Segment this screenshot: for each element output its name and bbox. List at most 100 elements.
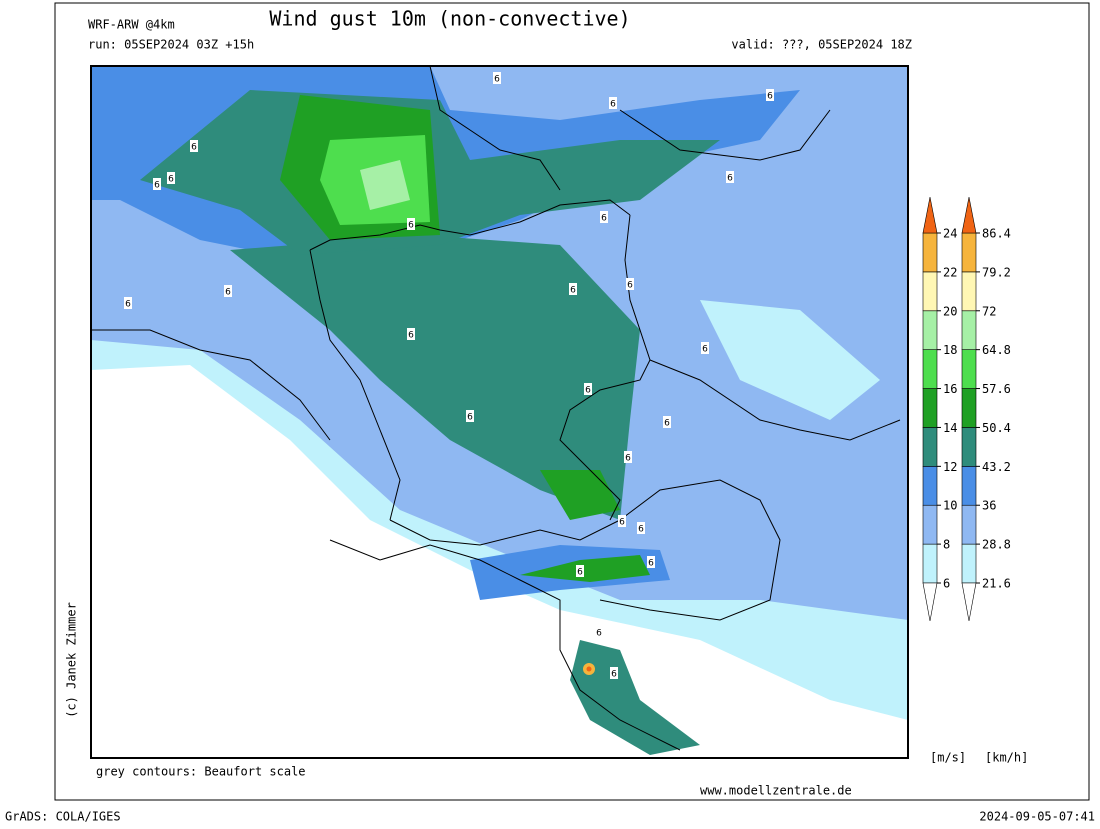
colorbar-under <box>922 582 938 622</box>
contour-label: 6 <box>225 288 231 298</box>
contour-label: 6 <box>702 345 708 355</box>
contour-label: 6 <box>596 629 602 639</box>
model-label: WRF-ARW @4km <box>88 18 175 32</box>
contour-label: 6 <box>570 286 576 296</box>
colorbar: 6 8 10 12 14 16 18 20 22 24 21.6 28.8 36 43.2 50.4 57.6… <box>922 196 1011 622</box>
contour-label-box <box>618 515 626 527</box>
border <box>649 359 901 441</box>
valid-label: valid: ???, 05SEP2024 18Z <box>731 38 912 52</box>
run-label: run: 05SEP2024 03Z +15h <box>88 38 254 52</box>
border <box>599 479 781 621</box>
contour-label-box <box>600 211 608 223</box>
colorbar-band <box>961 388 977 428</box>
colorbar-band <box>922 349 938 389</box>
colorbar-tick-label: 6 <box>943 577 950 591</box>
contour-label-box <box>466 410 474 422</box>
contour-label: 6 <box>577 568 583 578</box>
colorbar-band <box>961 232 977 273</box>
contour-label-box <box>167 172 175 184</box>
colorbar-tick-label: 14 <box>943 421 957 435</box>
contour-label: 6 <box>767 92 773 102</box>
colorbar-tick-label: 28.8 <box>982 538 1011 552</box>
contour-label-box <box>407 218 415 230</box>
colorbar-band <box>961 271 977 312</box>
colorbar-tick-label: 24 <box>943 227 957 241</box>
light-area <box>700 300 880 420</box>
colorbar-tick-label: 8 <box>943 538 950 552</box>
border <box>329 539 681 751</box>
colorbar-tick-label: 57.6 <box>982 382 1011 396</box>
outer-frame <box>54 2 1090 801</box>
colorbar-tick-label: 36 <box>982 499 996 513</box>
colorbar-tick-label: 21.6 <box>982 577 1011 591</box>
colorbar-tick-label: 12 <box>943 460 957 474</box>
coastline <box>309 199 631 251</box>
contour-label-box <box>124 297 132 309</box>
contour-label: 6 <box>619 518 625 528</box>
colorbar-band <box>922 504 938 545</box>
colorbar-band <box>961 310 977 350</box>
contour-label-box <box>407 328 415 340</box>
colorbar-tick-label: 79.2 <box>982 265 1011 279</box>
colorbar-tick-label: 22 <box>943 265 957 279</box>
ms-unit: [m/s] <box>930 751 966 765</box>
contour-label: 6 <box>611 670 617 680</box>
coastline <box>429 66 561 191</box>
green-area <box>520 555 650 582</box>
border <box>91 329 331 441</box>
colorbar-band <box>922 543 938 584</box>
colorbar-tick-label: 16 <box>943 382 957 396</box>
contour-label: 6 <box>648 559 654 569</box>
colorbar-band <box>922 466 938 506</box>
contour-label-box <box>595 626 603 638</box>
colorbar-tick-label: 43.2 <box>982 460 1011 474</box>
contour-label: 6 <box>154 181 160 191</box>
map-frame <box>90 65 909 759</box>
contour-label-box <box>701 342 709 354</box>
contour-label-box <box>726 171 734 183</box>
colorbar-tick-label: 20 <box>943 304 957 318</box>
contour-label: 6 <box>625 454 631 464</box>
contour-label: 6 <box>727 174 733 184</box>
colorbar-band <box>961 427 977 467</box>
contour-label-box <box>663 416 671 428</box>
colorbar-band <box>961 543 977 584</box>
contour-label: 6 <box>168 175 174 185</box>
credit: (c) Janek Zimmer <box>65 602 79 718</box>
contour-label: 6 <box>585 386 591 396</box>
contour-label: 6 <box>408 221 414 231</box>
colorbar-band <box>922 232 938 273</box>
colorbar-band <box>961 466 977 506</box>
contour-label-box <box>647 556 655 568</box>
teal-area <box>230 235 640 520</box>
contour-label: 6 <box>627 281 633 291</box>
colorbar-band <box>922 427 938 467</box>
colorbar-band <box>922 310 938 350</box>
colorbar-under <box>961 582 977 622</box>
coastline <box>619 109 831 161</box>
colorbar-band <box>961 349 977 389</box>
contour-label-box <box>493 72 501 84</box>
title: Wind gust 10m (non-convective) <box>269 7 630 31</box>
contour-label-box <box>576 565 584 577</box>
contour-note: grey contours: Beaufort scale <box>96 765 306 779</box>
border <box>309 249 401 521</box>
contour-label: 6 <box>408 331 414 341</box>
software: GrADS: COLA/IGES <box>5 810 121 824</box>
green-area <box>540 470 620 520</box>
contour-label: 6 <box>191 143 197 153</box>
contour-label-box <box>626 278 634 290</box>
contour-label: 6 <box>601 214 607 224</box>
colorbar-tick-label: 72 <box>982 304 996 318</box>
contour-label: 6 <box>494 75 500 85</box>
website: www.modellzentrale.de <box>700 784 852 798</box>
colorbar-tick-label: 18 <box>943 343 957 357</box>
contour-label: 6 <box>638 525 644 535</box>
contour-label-box <box>624 451 632 463</box>
contour-label-box <box>766 89 774 101</box>
contour-label-box <box>569 283 577 295</box>
palegreen-area <box>360 160 410 210</box>
contour-label: 6 <box>664 419 670 429</box>
